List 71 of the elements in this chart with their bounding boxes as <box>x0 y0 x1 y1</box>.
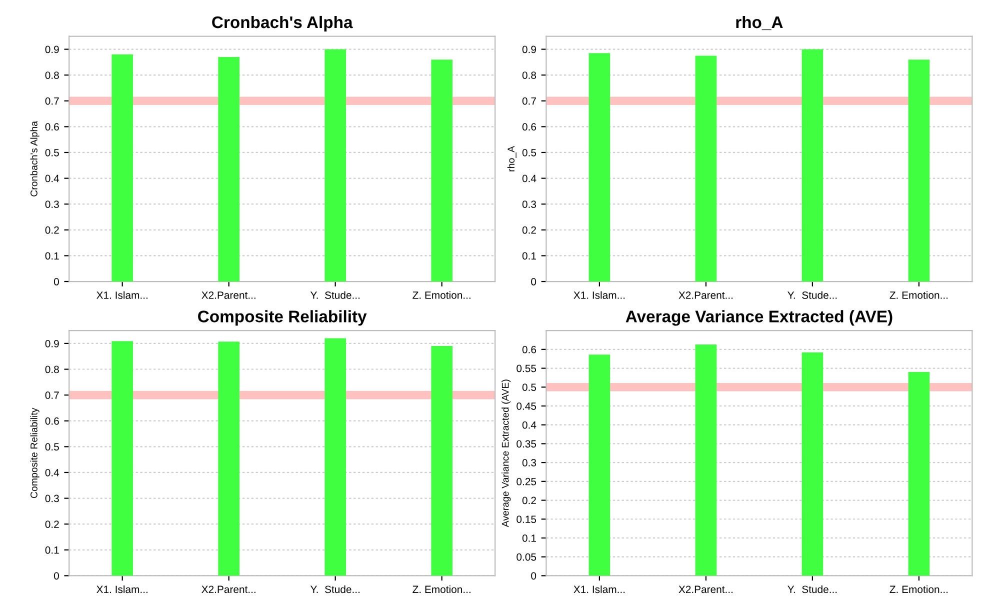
chart-title: Composite Reliability <box>198 310 367 326</box>
y-tick-label: 0.4 <box>522 174 536 182</box>
y-axis-title: rho_A <box>507 146 516 172</box>
x-tick-label: Y. Stude... <box>788 291 837 299</box>
y-tick-label: 0.5 <box>522 384 536 391</box>
x-tick-label: X1. Islam... <box>96 291 148 299</box>
y-tick-label: 0.55 <box>516 364 536 372</box>
y-axis-title: Composite Reliability <box>30 408 40 498</box>
x-tick-label: Y. Stude... <box>310 585 360 594</box>
y-tick-label: 0.05 <box>516 553 536 561</box>
bar <box>588 354 610 576</box>
x-tick-label: X1. Islam... <box>574 291 625 299</box>
y-tick-label: 0.45 <box>516 402 536 410</box>
y-tick-label: 0.4 <box>45 468 60 476</box>
x-tick-label: Z. Emotion... <box>890 585 948 594</box>
bar <box>802 352 824 576</box>
x-tick-label: X1. Islam... <box>96 585 148 594</box>
y-tick-label: 0.3 <box>522 200 536 208</box>
y-tick-label: 0.2 <box>522 496 536 504</box>
x-tick-label: Y. Stude... <box>310 291 360 299</box>
y-tick-label: 0.35 <box>516 440 536 448</box>
x-tick-label: X2.Parent... <box>678 586 733 594</box>
y-tick-label: 0.5 <box>45 443 59 451</box>
y-tick-label: 0.4 <box>45 174 60 182</box>
chart-title: Average Variance Extracted (AVE) <box>626 310 892 326</box>
y-tick-label: 0.7 <box>45 97 59 105</box>
y-tick-label: 0.2 <box>45 226 59 234</box>
y-tick-label: 0.9 <box>45 340 59 348</box>
y-tick-label: 0.6 <box>522 346 536 354</box>
x-tick-label: Z. Emotion... <box>890 291 948 299</box>
y-tick-label: 0.8 <box>522 72 536 79</box>
y-tick-label: 0.6 <box>45 123 59 131</box>
chart-title: rho_A <box>736 16 783 30</box>
y-tick-label: 0.7 <box>522 97 536 105</box>
y-tick-label: 0.5 <box>522 148 536 156</box>
y-axis-title: Cronbach's Alpha <box>30 120 40 196</box>
x-tick-label: Y. Stude... <box>788 585 837 594</box>
y-tick-label: 0.1 <box>45 546 59 554</box>
y-tick-label: 0.1 <box>522 534 536 542</box>
x-tick-label: X2.Parent... <box>202 292 256 299</box>
y-tick-label: 0.6 <box>45 417 59 425</box>
y-axis-title: Average Variance Extracted (AVE) <box>502 380 511 528</box>
y-tick-label: 0.3 <box>45 200 59 208</box>
y-tick-label: 0.8 <box>45 366 59 374</box>
y-tick-label: 0.1 <box>45 252 59 260</box>
y-tick-label: 0 <box>54 572 59 580</box>
y-tick-label: 0.25 <box>516 478 536 486</box>
y-tick-label: 0.3 <box>522 459 536 466</box>
y-tick-label: 0.1 <box>522 252 536 260</box>
y-tick-label: 0.6 <box>522 123 536 131</box>
y-tick-label: 0 <box>54 278 59 286</box>
x-tick-label: X2.Parent... <box>202 586 256 594</box>
x-tick-label: X1. Islam... <box>574 585 625 594</box>
y-tick-label: 0 <box>531 278 536 286</box>
y-tick-label: 0.4 <box>522 421 536 429</box>
chart-title: Cronbach's Alpha <box>212 16 353 32</box>
x-tick-label: Z. Emotion... <box>412 291 470 299</box>
y-tick-label: 0.2 <box>45 520 59 528</box>
bar <box>695 344 717 576</box>
y-tick-label: 0.7 <box>45 392 59 399</box>
y-tick-label: 0.8 <box>45 72 59 79</box>
x-tick-label: X2.Parent... <box>678 292 733 299</box>
y-tick-label: 0.15 <box>516 516 536 524</box>
y-tick-label: 0.5 <box>45 148 59 156</box>
y-tick-label: 0.9 <box>45 46 59 54</box>
y-tick-label: 0 <box>531 572 536 580</box>
y-tick-label: 0.2 <box>522 226 536 234</box>
y-tick-label: 0.9 <box>522 46 536 54</box>
x-tick-label: Z. Emotion... <box>412 585 470 594</box>
bar <box>908 372 930 576</box>
y-tick-label: 0.3 <box>45 494 59 502</box>
